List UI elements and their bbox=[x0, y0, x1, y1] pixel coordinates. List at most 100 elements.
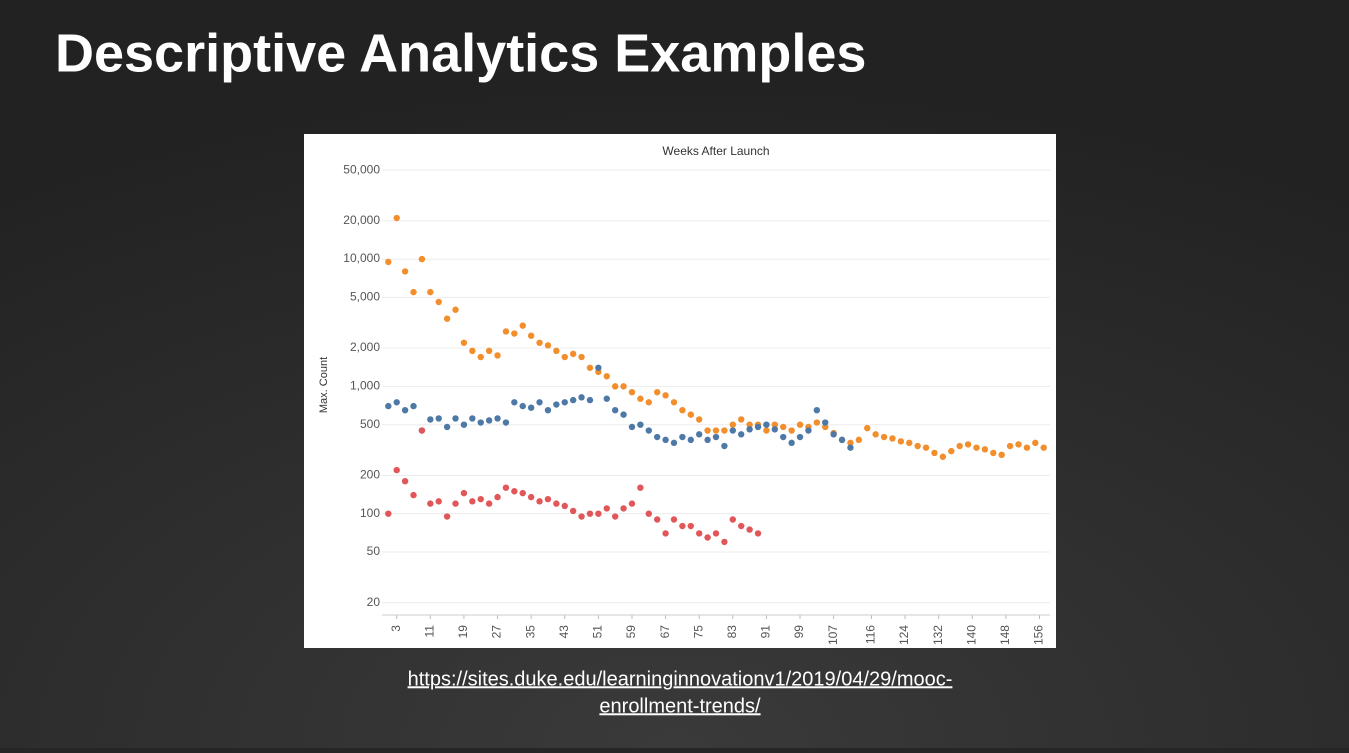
y-tick-label: 1,000 bbox=[350, 379, 380, 393]
x-tick-label: 11 bbox=[422, 625, 436, 638]
point bbox=[569, 396, 577, 404]
point bbox=[435, 498, 442, 505]
point bbox=[880, 433, 888, 441]
point bbox=[662, 436, 669, 444]
point bbox=[611, 406, 619, 414]
point bbox=[704, 534, 711, 541]
point bbox=[788, 427, 795, 434]
x-tick-label: 43 bbox=[557, 625, 571, 639]
point bbox=[511, 399, 518, 406]
point bbox=[595, 364, 602, 371]
x-tick-label: 140 bbox=[964, 625, 978, 645]
point bbox=[637, 395, 644, 402]
point bbox=[729, 516, 737, 523]
point bbox=[645, 399, 652, 406]
point bbox=[830, 431, 837, 438]
point bbox=[519, 402, 526, 410]
chart-title: Weeks After Launch bbox=[662, 144, 769, 158]
point bbox=[1015, 441, 1022, 448]
x-tick-label: 59 bbox=[624, 625, 638, 639]
point bbox=[628, 388, 636, 396]
point bbox=[401, 268, 409, 275]
point bbox=[822, 423, 829, 431]
y-tick-label: 10,000 bbox=[343, 251, 380, 265]
point bbox=[477, 495, 484, 503]
point bbox=[578, 394, 585, 401]
point bbox=[502, 484, 510, 491]
x-tick-label: 99 bbox=[792, 625, 806, 639]
point bbox=[393, 466, 400, 474]
x-tick-label: 132 bbox=[931, 625, 945, 645]
point bbox=[939, 453, 947, 460]
point bbox=[763, 427, 770, 434]
point bbox=[544, 342, 552, 349]
slide-title: Descriptive Analytics Examples bbox=[55, 23, 866, 83]
point bbox=[511, 330, 518, 337]
point bbox=[536, 339, 543, 346]
chart-panel bbox=[304, 134, 1056, 648]
point bbox=[452, 500, 459, 507]
point bbox=[578, 353, 585, 361]
point bbox=[889, 435, 896, 442]
point bbox=[780, 423, 787, 431]
point bbox=[822, 419, 829, 426]
point bbox=[611, 513, 619, 520]
point bbox=[704, 427, 711, 434]
point bbox=[435, 415, 442, 422]
point bbox=[561, 502, 568, 510]
point bbox=[788, 439, 795, 447]
point bbox=[914, 442, 921, 450]
point bbox=[385, 510, 392, 517]
point bbox=[393, 399, 400, 406]
point bbox=[763, 421, 770, 428]
x-tick-label: 75 bbox=[691, 625, 705, 639]
point bbox=[771, 426, 779, 433]
point bbox=[637, 484, 644, 491]
source-link[interactable]: enrollment-trends/ bbox=[599, 695, 761, 717]
point bbox=[1023, 444, 1031, 451]
point bbox=[679, 522, 686, 530]
point bbox=[553, 347, 560, 355]
y-tick-label: 20,000 bbox=[343, 213, 380, 227]
point bbox=[704, 436, 711, 444]
point bbox=[385, 258, 392, 266]
point bbox=[485, 500, 493, 507]
point bbox=[611, 383, 619, 390]
point bbox=[427, 416, 434, 423]
point bbox=[418, 427, 426, 434]
point bbox=[553, 401, 560, 408]
point bbox=[469, 415, 476, 422]
point bbox=[948, 447, 955, 455]
point bbox=[780, 433, 787, 441]
point bbox=[1032, 439, 1039, 447]
point bbox=[469, 347, 476, 355]
point bbox=[401, 477, 409, 485]
point bbox=[796, 433, 804, 441]
point bbox=[603, 373, 610, 380]
point bbox=[956, 442, 963, 450]
y-tick-label: 500 bbox=[360, 417, 380, 431]
point bbox=[620, 383, 627, 390]
point bbox=[401, 406, 409, 414]
x-tick-label: 156 bbox=[1032, 625, 1046, 645]
point bbox=[922, 444, 930, 451]
point bbox=[536, 498, 543, 505]
x-tick-label: 67 bbox=[658, 625, 672, 639]
point bbox=[511, 488, 518, 495]
x-tick-label: 51 bbox=[591, 625, 605, 639]
x-tick-label: 3 bbox=[389, 625, 403, 632]
point bbox=[729, 421, 737, 428]
point bbox=[469, 498, 476, 505]
point bbox=[502, 419, 510, 426]
point bbox=[645, 427, 652, 434]
point bbox=[586, 510, 594, 517]
point bbox=[427, 500, 434, 507]
point bbox=[687, 436, 694, 444]
point bbox=[502, 328, 510, 335]
point bbox=[906, 439, 913, 447]
point bbox=[973, 444, 980, 451]
source-link[interactable]: https://sites.duke.edu/learninginnovatio… bbox=[408, 668, 953, 690]
point bbox=[443, 513, 451, 520]
point bbox=[990, 449, 997, 457]
point bbox=[847, 444, 854, 451]
